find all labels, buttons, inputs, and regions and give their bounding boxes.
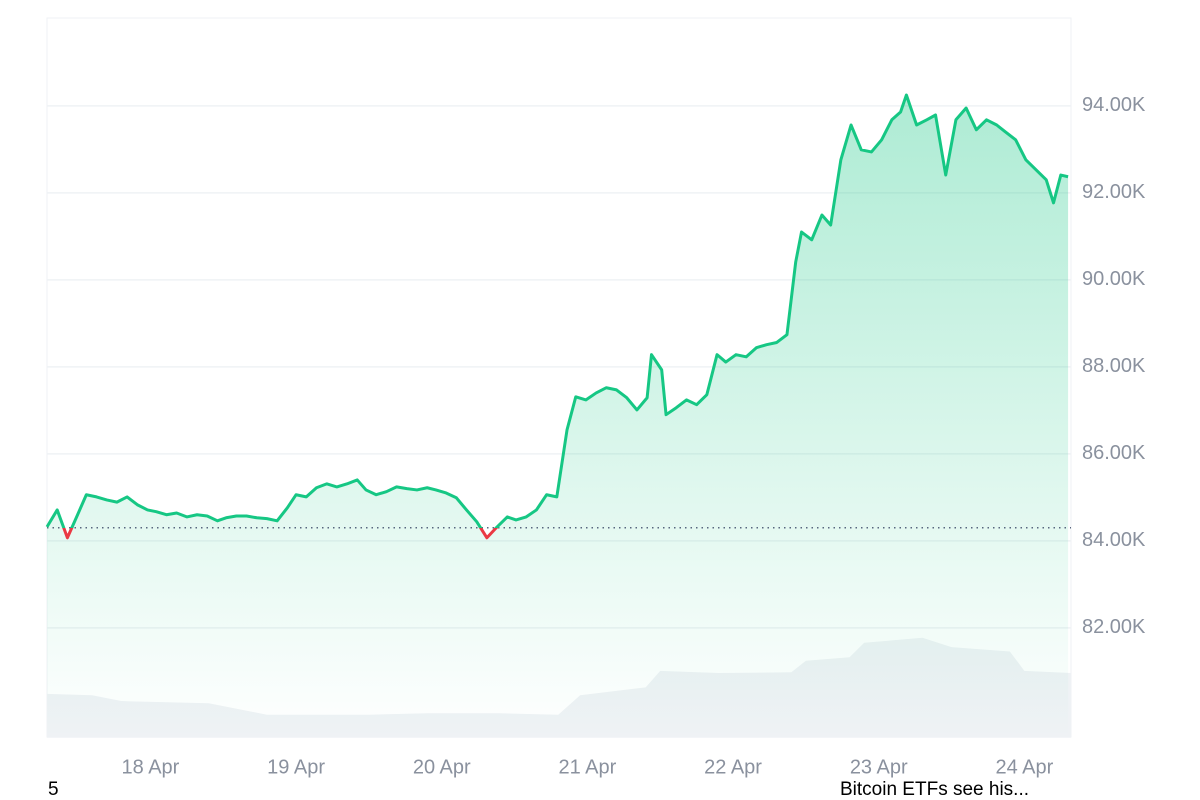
footer-left: 5: [48, 779, 59, 800]
y-tick-label: 82.00K: [1082, 616, 1146, 638]
x-tick-label: 20 Apr: [413, 756, 471, 778]
x-tick-label: 22 Apr: [704, 756, 762, 778]
x-tick-label: 19 Apr: [267, 756, 325, 778]
y-tick-label: 90.00K: [1082, 268, 1146, 290]
x-tick-label: 18 Apr: [122, 756, 180, 778]
price-area: [47, 94, 1069, 737]
y-tick-label: 92.00K: [1082, 181, 1146, 203]
x-tick-label: 24 Apr: [995, 756, 1053, 778]
y-tick-label: 86.00K: [1082, 442, 1146, 464]
y-tick-label: 88.00K: [1082, 355, 1146, 377]
y-tick-label: 84.00K: [1082, 529, 1146, 551]
price-line: [45, 93, 1069, 540]
x-tick-label: 23 Apr: [850, 756, 908, 778]
x-tick-label: 21 Apr: [558, 756, 616, 778]
footer-right: Bitcoin ETFs see his...: [840, 779, 1029, 800]
y-tick-label: 94.00K: [1082, 94, 1146, 116]
